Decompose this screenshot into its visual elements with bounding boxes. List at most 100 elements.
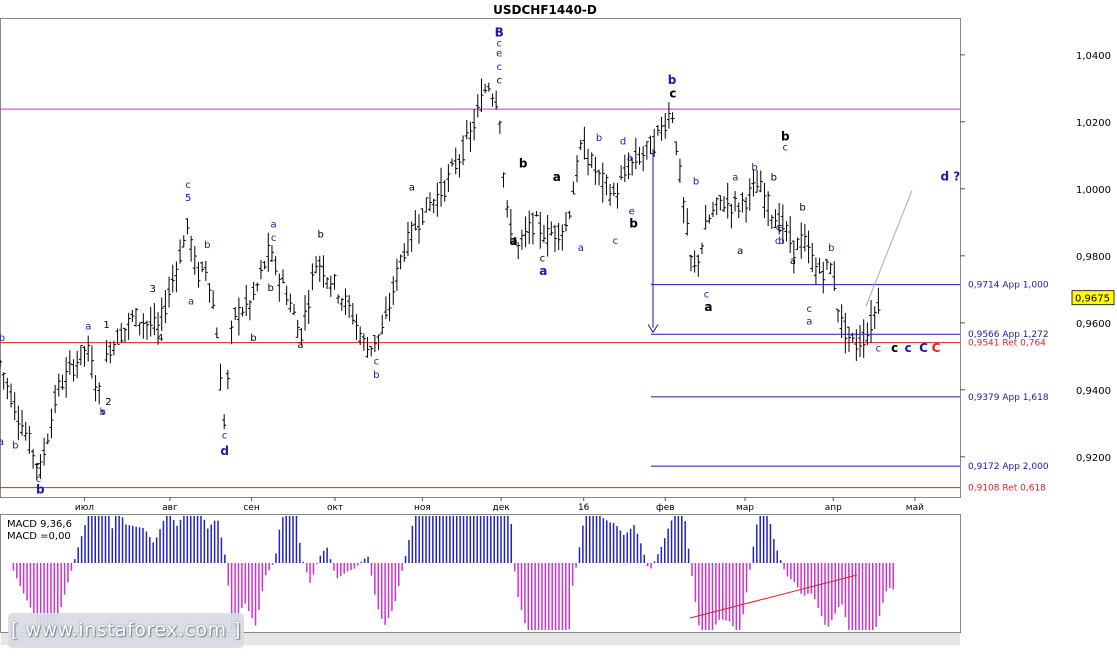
price-bar bbox=[211, 290, 216, 310]
price-bar bbox=[354, 314, 359, 341]
price-bar bbox=[530, 212, 535, 245]
price-bar bbox=[699, 242, 704, 255]
price-bar bbox=[431, 198, 436, 213]
price-bar bbox=[461, 135, 466, 166]
wave-label: 1 bbox=[103, 320, 109, 331]
wave-label: b bbox=[596, 133, 602, 144]
price-bar bbox=[497, 120, 502, 134]
price-bar bbox=[416, 214, 421, 244]
wave-label: c bbox=[807, 304, 813, 315]
price-bar bbox=[111, 340, 116, 356]
price-bar bbox=[593, 156, 598, 185]
price-bar bbox=[464, 120, 469, 140]
price-bar bbox=[519, 229, 524, 250]
price-bar bbox=[53, 384, 58, 414]
price-bar bbox=[1, 372, 6, 390]
price-bar bbox=[505, 200, 510, 218]
time-tick-label: фев bbox=[656, 503, 675, 513]
price-tick-label: 0,9400 bbox=[1076, 386, 1111, 397]
price-bar bbox=[288, 293, 293, 313]
wave-label: c bbox=[613, 236, 619, 247]
price-bar bbox=[563, 212, 568, 232]
price-bar bbox=[174, 261, 179, 293]
price-bar bbox=[791, 240, 796, 274]
price-bar bbox=[126, 312, 131, 340]
price-bar bbox=[71, 359, 76, 382]
wave-label: c bbox=[36, 474, 42, 485]
price-bar bbox=[428, 192, 433, 212]
main-pane-frame bbox=[0, 18, 961, 498]
price-bar bbox=[405, 222, 410, 257]
price-bar bbox=[119, 323, 124, 343]
time-tick-label: дек bbox=[493, 503, 511, 513]
price-bar bbox=[722, 196, 727, 213]
wave-label: a bbox=[85, 322, 91, 333]
price-bar bbox=[861, 319, 866, 358]
price-bar bbox=[648, 135, 653, 155]
price-bar bbox=[89, 345, 94, 379]
price-bar bbox=[97, 382, 102, 405]
price-bar bbox=[758, 170, 763, 193]
price-bar bbox=[832, 261, 837, 291]
price-bar bbox=[409, 221, 414, 252]
price-bar bbox=[501, 172, 506, 188]
price-bar bbox=[247, 299, 252, 321]
price-bar bbox=[475, 94, 480, 118]
wave-label: c bbox=[540, 254, 546, 265]
price-bar bbox=[317, 255, 322, 282]
time-tick-label: апр bbox=[825, 503, 842, 513]
price-bar bbox=[508, 208, 513, 243]
price-bar bbox=[527, 210, 532, 245]
price-bar bbox=[262, 260, 267, 270]
price-bar bbox=[86, 335, 91, 362]
price-bar bbox=[453, 147, 458, 175]
price-bar bbox=[619, 165, 624, 180]
wave-label: a bbox=[790, 256, 796, 267]
price-bar bbox=[67, 350, 72, 375]
price-bar bbox=[681, 197, 686, 224]
price-bar bbox=[549, 221, 554, 236]
price-bar bbox=[575, 155, 580, 183]
price-bar bbox=[835, 308, 840, 323]
wave-label: b bbox=[781, 129, 790, 143]
wave-label: 2 bbox=[105, 397, 111, 408]
wave-label: c bbox=[496, 75, 502, 86]
price-bar bbox=[666, 102, 671, 129]
price-bar bbox=[688, 254, 693, 272]
price-bar bbox=[295, 319, 300, 338]
price-bar bbox=[336, 294, 341, 304]
time-tick-label: ноя bbox=[414, 503, 431, 513]
wave-label: b bbox=[317, 229, 323, 240]
price-bar bbox=[0, 359, 2, 368]
wave-label: 4 bbox=[157, 333, 163, 344]
level-label: 0,9108 Ret 0,618 bbox=[968, 484, 1046, 494]
projection-label: 0,9172 App 2,000 bbox=[968, 462, 1049, 472]
price-bar bbox=[692, 250, 697, 273]
price-tick-label: 0,9600 bbox=[1076, 319, 1111, 330]
projection-arrowhead bbox=[647, 324, 659, 334]
wave-label: a bbox=[297, 340, 303, 351]
wave-label: b bbox=[778, 236, 784, 247]
wave-label: C bbox=[932, 341, 941, 355]
price-bar bbox=[361, 333, 366, 351]
price-bar bbox=[339, 297, 344, 311]
wave-label: b bbox=[204, 240, 210, 251]
price-bar bbox=[133, 307, 138, 327]
price-bar bbox=[347, 295, 352, 318]
price-bar bbox=[589, 152, 594, 169]
price-bar bbox=[266, 232, 271, 272]
wave-label: b bbox=[771, 172, 777, 183]
price-bar bbox=[93, 375, 98, 402]
price-bar bbox=[696, 254, 701, 277]
price-bar bbox=[273, 256, 278, 276]
wave-label: a bbox=[553, 170, 561, 184]
chart-title: USDCHF1440-D bbox=[493, 3, 597, 17]
price-bar bbox=[277, 273, 282, 302]
projection-label: 0,9714 App 1,000 bbox=[968, 281, 1049, 291]
price-bar bbox=[402, 243, 407, 262]
price-bar bbox=[167, 276, 172, 308]
price-bar bbox=[383, 296, 388, 320]
price-bar bbox=[284, 285, 289, 306]
price-bar bbox=[214, 327, 219, 339]
price-bar bbox=[229, 320, 234, 345]
